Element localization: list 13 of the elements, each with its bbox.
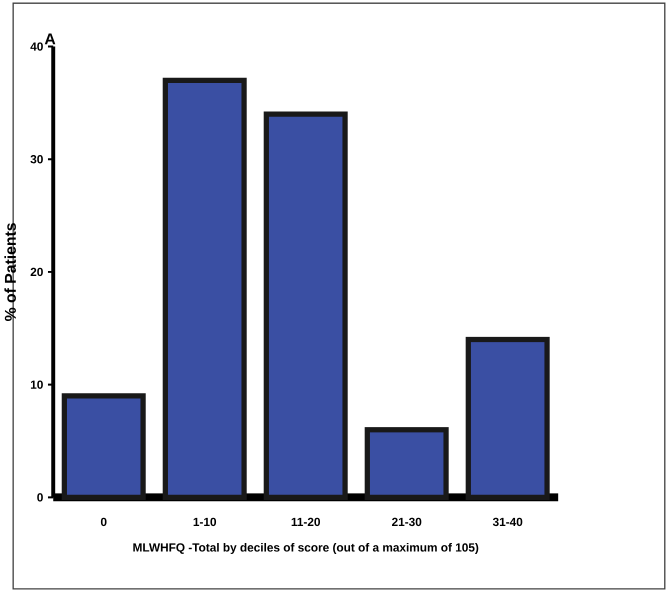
x-axis-title: MLWHFQ -Total by deciles of score (out of a maximum of 105) <box>133 542 478 554</box>
y-tick-label: 30 <box>30 154 43 164</box>
x-tick-label: 11-20 <box>292 518 320 526</box>
x-tick-label: 1-10 <box>194 518 216 526</box>
y-axis-title: % of Patients <box>4 223 16 321</box>
y-tick-label: 0 <box>37 493 43 502</box>
y-tick-label: 40 <box>30 42 43 51</box>
y-tick-label: 20 <box>30 268 43 276</box>
x-tick-label: 21-30 <box>392 518 422 526</box>
text: A <box>44 33 56 44</box>
x-tick-label: 0 <box>100 518 107 526</box>
y-tick-label: 10 <box>30 380 43 389</box>
x-tick-label: 31-40 <box>492 518 522 526</box>
